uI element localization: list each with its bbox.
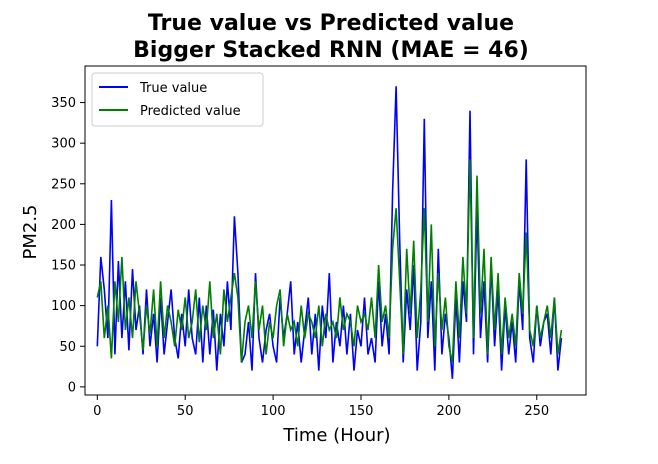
y-axis-ticks: 0 50 100 150 200 250 300 350 (51, 96, 85, 395)
x-axis-label: Time (Hour) (282, 425, 390, 446)
y-tick-label: 100 (51, 299, 76, 314)
x-tick-label: 150 (349, 404, 374, 419)
chart-title-line-2: Bigger Stacked RNN (MAE = 46) (133, 38, 529, 63)
series-line-true-value (96, 86, 563, 379)
chart-title-line-1: True value vs Predicted value (148, 11, 514, 36)
y-axis-label: PM2.5 (20, 204, 41, 259)
legend-label-predicted-value: Predicted value (140, 104, 241, 119)
y-tick-label: 50 (59, 340, 76, 355)
x-tick-label: 250 (524, 404, 549, 419)
x-tick-label: 0 (93, 404, 101, 419)
series-line-predicted-value (96, 159, 563, 363)
legend: True value Predicted value (91, 72, 264, 127)
x-tick-label: 50 (177, 404, 194, 419)
y-tick-label: 200 (51, 218, 76, 233)
y-tick-label: 300 (51, 137, 76, 152)
x-tick-label: 200 (436, 404, 461, 419)
x-tick-label: 100 (261, 404, 286, 419)
plot-frame (84, 65, 587, 396)
y-tick-label: 150 (51, 259, 76, 274)
y-tick-label: 350 (51, 96, 76, 111)
series-layer (96, 86, 563, 379)
x-axis-ticks: 0 50 100 150 200 250 (93, 395, 549, 419)
legend-label-true-value: True value (139, 81, 207, 96)
y-tick-label: 0 (68, 380, 76, 395)
legend-box (91, 72, 264, 127)
y-tick-label: 250 (51, 177, 76, 192)
